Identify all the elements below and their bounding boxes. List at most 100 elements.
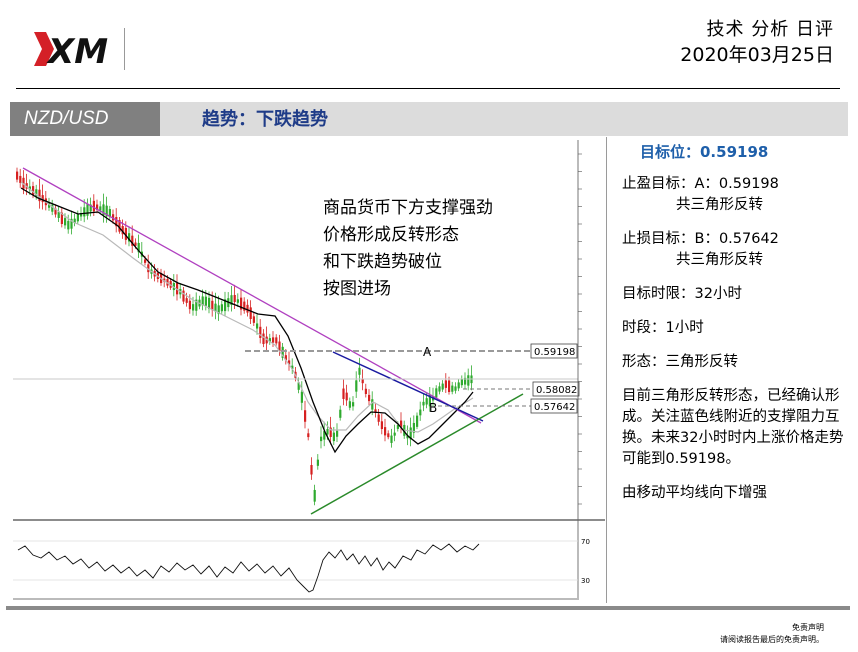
currency-pair: NZD/USD xyxy=(10,102,160,136)
candle-body xyxy=(176,282,179,295)
downtrend-line xyxy=(22,167,482,424)
candle-body xyxy=(460,379,463,386)
candle-body xyxy=(64,218,67,226)
candle-body xyxy=(67,220,70,230)
candle-body xyxy=(428,394,431,407)
candle-body xyxy=(35,189,38,197)
candle-body xyxy=(169,281,172,288)
candle-body xyxy=(358,367,361,375)
candle-body xyxy=(272,337,275,343)
support-line xyxy=(310,393,524,515)
candle-body xyxy=(192,304,195,311)
candle-body xyxy=(464,377,467,385)
analysis-text: 目前三角形反转形态，已经确认形成。关注蓝色线附近的支撑阻力互换。未来32小时时内… xyxy=(622,388,844,467)
candle-body xyxy=(262,333,265,345)
candle-body xyxy=(112,214,115,221)
candle-body xyxy=(38,189,41,202)
candle-body xyxy=(92,200,95,212)
candle-body xyxy=(220,304,223,312)
price-axis-ticks xyxy=(578,153,582,505)
oscillator-line xyxy=(17,543,480,593)
candle-body xyxy=(105,205,108,217)
candle-body xyxy=(249,307,252,320)
timeframe: 时段：1小时 xyxy=(622,320,704,336)
candle-body xyxy=(291,365,294,369)
candle-body xyxy=(316,459,319,466)
xm-logo: XM xyxy=(34,28,125,72)
candle-body xyxy=(224,299,227,312)
candle-body xyxy=(406,435,409,439)
candle-body xyxy=(128,233,131,242)
candle-body xyxy=(384,427,387,436)
candle-body xyxy=(454,386,457,391)
candle-body xyxy=(137,242,140,253)
candle-body xyxy=(313,489,316,502)
marker-b: B xyxy=(429,401,437,415)
candle-body xyxy=(326,429,329,435)
candle-body xyxy=(201,296,204,306)
candle-body xyxy=(240,297,243,310)
stop-loss-line: 止损目标：B：0.57642 xyxy=(622,231,779,247)
candle-body xyxy=(83,207,86,217)
candle-body xyxy=(259,326,262,338)
candle-body xyxy=(28,186,31,191)
stop-loss: 止损目标：B：0.57642 共三角形反转 xyxy=(622,229,854,271)
callout-line-4: 按图进场 xyxy=(323,279,391,299)
report-title: 技术 分析 日评 xyxy=(706,19,834,40)
candle-body xyxy=(246,304,249,313)
candle-body xyxy=(124,227,127,240)
time-limit: 目标时限：32小时 xyxy=(622,286,742,302)
price-tag-a: 0.59198 xyxy=(534,347,575,358)
candle-body xyxy=(457,382,460,389)
candle-body xyxy=(310,465,313,475)
take-profit-note: 共三角形反转 xyxy=(676,197,763,213)
footer-divider xyxy=(6,606,850,610)
candle-body xyxy=(131,235,134,246)
candle-body xyxy=(425,398,428,405)
candle-body xyxy=(355,380,358,392)
candle-body xyxy=(51,204,54,212)
candle-body xyxy=(54,208,57,215)
candle-body xyxy=(182,290,185,302)
disclaimer-text: 请阅读报告最后的免责声明。 xyxy=(720,635,824,644)
panel-divider xyxy=(606,137,607,603)
marker-a: A xyxy=(423,345,432,359)
candle-body xyxy=(102,204,105,216)
candle-body xyxy=(243,301,246,311)
candle-body xyxy=(19,175,22,183)
candle-body xyxy=(70,218,73,229)
candle-body xyxy=(390,435,393,443)
candle-body xyxy=(336,430,339,437)
osc-label-70: 70 xyxy=(581,538,590,546)
candle-body xyxy=(60,212,63,224)
header-divider xyxy=(16,88,840,89)
trend-label: 趋势：下跌趋势 xyxy=(202,109,328,130)
candle-body xyxy=(214,303,217,312)
candle-body xyxy=(76,214,79,222)
candle-body xyxy=(438,386,441,392)
take-profit-line: 止盈目标：A：0.59198 xyxy=(622,176,779,192)
candle-body xyxy=(118,220,121,232)
candlesticks xyxy=(16,167,473,506)
candle-body xyxy=(409,427,412,440)
report-date: 2020年03月25日 xyxy=(680,44,834,66)
moving-average-note: 由移动平均线向下增强 xyxy=(622,485,767,501)
moving-average-slow xyxy=(20,181,474,433)
candle-body xyxy=(275,337,278,344)
candle-body xyxy=(195,299,198,311)
candle-body xyxy=(339,409,342,418)
candle-body xyxy=(329,427,332,437)
candle-body xyxy=(467,375,470,386)
pattern: 形态：三角形反转 xyxy=(622,354,738,370)
candle-body xyxy=(96,204,99,210)
price-chart: A B 0.59198 0.58082 0.57642 商品货币下方支撑强劲 价… xyxy=(13,140,605,600)
price-tag-current: 0.58082 xyxy=(536,385,577,396)
svg-text:XM: XM xyxy=(46,32,108,72)
candle-body xyxy=(73,218,76,223)
callout-line-1: 商品货币下方支撑强劲 xyxy=(323,198,493,218)
candle-body xyxy=(89,204,92,212)
candle-body xyxy=(342,388,345,399)
candle-body xyxy=(147,264,150,273)
price-box-a xyxy=(530,343,578,359)
candle-body xyxy=(268,338,271,342)
